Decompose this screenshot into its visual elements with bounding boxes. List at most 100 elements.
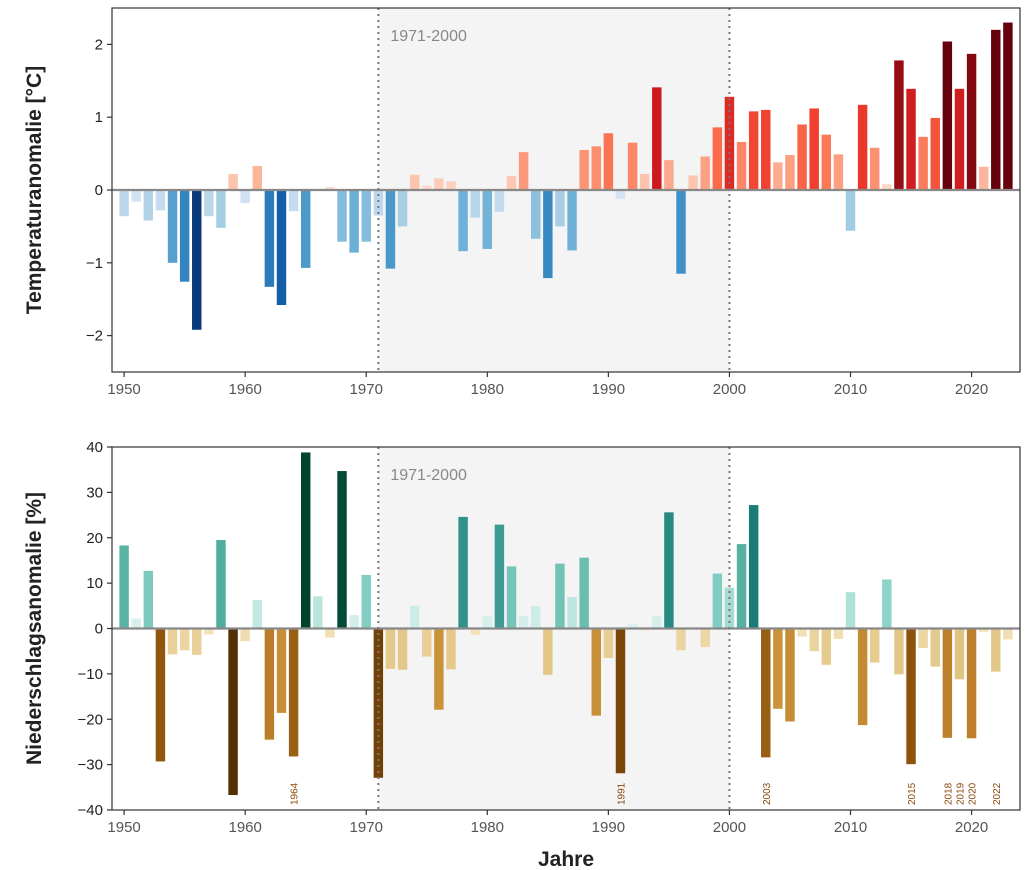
precipitation-bar xyxy=(458,516,468,629)
precipitation-bar xyxy=(894,628,904,675)
temperature-bar xyxy=(494,190,505,212)
year-annotation: 2022 xyxy=(992,782,1003,805)
y-tick-label: −20 xyxy=(78,711,103,728)
x-tick-label: 1980 xyxy=(471,381,504,398)
temperature-bar xyxy=(373,190,384,216)
precipitation-bar xyxy=(797,628,807,637)
precipitation-bar xyxy=(833,628,844,639)
precipitation-bar xyxy=(615,628,626,774)
y-tick-label: 0 xyxy=(95,621,103,638)
temperature-bar xyxy=(773,162,783,190)
temperature-bar xyxy=(664,160,674,190)
precipitation-bar xyxy=(821,628,832,665)
precipitation-bar xyxy=(531,606,541,629)
precipitation-bar xyxy=(337,471,347,629)
precipitation-bar xyxy=(966,628,977,739)
y-tick-label: −1 xyxy=(86,255,103,272)
temperature-bar xyxy=(555,190,565,227)
x-tick-label: 1990 xyxy=(592,819,625,836)
temperature-bar xyxy=(978,166,989,190)
temperature-bar xyxy=(518,152,529,190)
x-tick-label: 2000 xyxy=(713,381,746,398)
temperature-reference-label: 1971-2000 xyxy=(390,28,467,45)
temperature-bar xyxy=(966,53,977,190)
temperature-bar xyxy=(397,190,408,227)
precipitation-bar xyxy=(918,628,928,649)
temperature-bar xyxy=(409,174,420,190)
precipitation-bar xyxy=(518,615,529,629)
precipitation-bar xyxy=(700,628,710,648)
x-tick-label: 2020 xyxy=(955,381,988,398)
temperature-bar xyxy=(785,155,795,190)
temperature-bar xyxy=(228,173,238,190)
precipitation-bar xyxy=(555,563,565,629)
temperature-bar xyxy=(264,190,275,287)
precipitation-bar xyxy=(276,628,287,713)
y-tick-label: 40 xyxy=(86,439,103,456)
precipitation-bar xyxy=(506,566,517,629)
precipitation-bar xyxy=(724,587,735,629)
temperature-bar xyxy=(676,190,686,274)
x-tick-label: 1970 xyxy=(350,381,383,398)
temperature-bar xyxy=(385,190,396,269)
temperature-bar xyxy=(809,108,819,190)
y-tick-label: 2 xyxy=(95,36,103,53)
temperature-bar xyxy=(240,190,250,204)
temperature-bar xyxy=(579,149,589,190)
precipitation-bar xyxy=(712,573,723,629)
precipitation-bar xyxy=(434,628,444,710)
precipitation-year-annotations: 1964 1991 2003 2015 2018 2019 2020 2022 xyxy=(290,782,1003,805)
temperature-bar xyxy=(797,124,807,190)
temperature-bar xyxy=(821,134,832,190)
temperature-bar xyxy=(216,190,226,228)
precipitation-bar xyxy=(930,628,940,667)
precipitation-bar xyxy=(664,512,674,629)
temperature-bar xyxy=(627,142,638,190)
precipitation-bar xyxy=(494,524,505,629)
y-tick-label: 20 xyxy=(86,530,103,547)
precipitation-bar xyxy=(906,628,916,765)
precipitation-bar xyxy=(409,605,420,629)
temperature-bar xyxy=(761,109,771,190)
precipitation-bar xyxy=(809,628,819,652)
x-tick-label: 2000 xyxy=(713,819,746,836)
temperature-bar xyxy=(639,173,650,190)
precipitation-bar xyxy=(300,452,311,629)
precipitation-bar xyxy=(361,574,371,629)
precipitation-y-axis-label: Niederschlagsanomalie [%] xyxy=(23,492,46,765)
temperature-bar xyxy=(942,41,953,190)
precipitation-bar xyxy=(603,628,614,658)
precipitation-bar xyxy=(954,628,965,680)
temperature-bar xyxy=(155,190,166,211)
temperature-bar xyxy=(845,190,856,231)
precipitation-bar xyxy=(313,596,323,629)
precipitation-bar xyxy=(422,628,432,657)
temperature-bar xyxy=(446,181,456,190)
temperature-panel: 1971-2000 −2 −1 0 1 2 1950 1960 1970 1980 1990 20… xyxy=(23,7,1021,398)
temperature-bar xyxy=(991,29,1001,191)
temperature-bar xyxy=(603,133,614,190)
year-annotation: 1991 xyxy=(616,782,627,805)
temperature-bar xyxy=(869,147,880,190)
precipitation-bar xyxy=(470,628,480,635)
year-annotation: 2019 xyxy=(955,782,966,805)
temperature-bar xyxy=(906,88,916,190)
x-tick-label: 1950 xyxy=(107,381,140,398)
temperature-bar xyxy=(833,154,844,190)
temperature-bar xyxy=(918,136,928,190)
temperature-bar xyxy=(506,176,517,190)
precipitation-bar xyxy=(543,628,553,675)
precipitation-bar xyxy=(482,616,493,629)
precipitation-bar xyxy=(882,579,892,629)
precipitation-bar xyxy=(785,628,795,722)
temperature-bar xyxy=(1003,22,1013,191)
precipitation-bar xyxy=(131,618,141,629)
x-tick-label: 1970 xyxy=(350,819,383,836)
precipitation-bar xyxy=(991,628,1001,672)
temperature-bar xyxy=(748,111,759,190)
temperature-bar xyxy=(591,146,601,190)
x-tick-label: 1950 xyxy=(107,819,140,836)
temperature-bar xyxy=(470,190,480,218)
precipitation-bar xyxy=(652,615,662,629)
x-tick-label: 2010 xyxy=(834,819,867,836)
